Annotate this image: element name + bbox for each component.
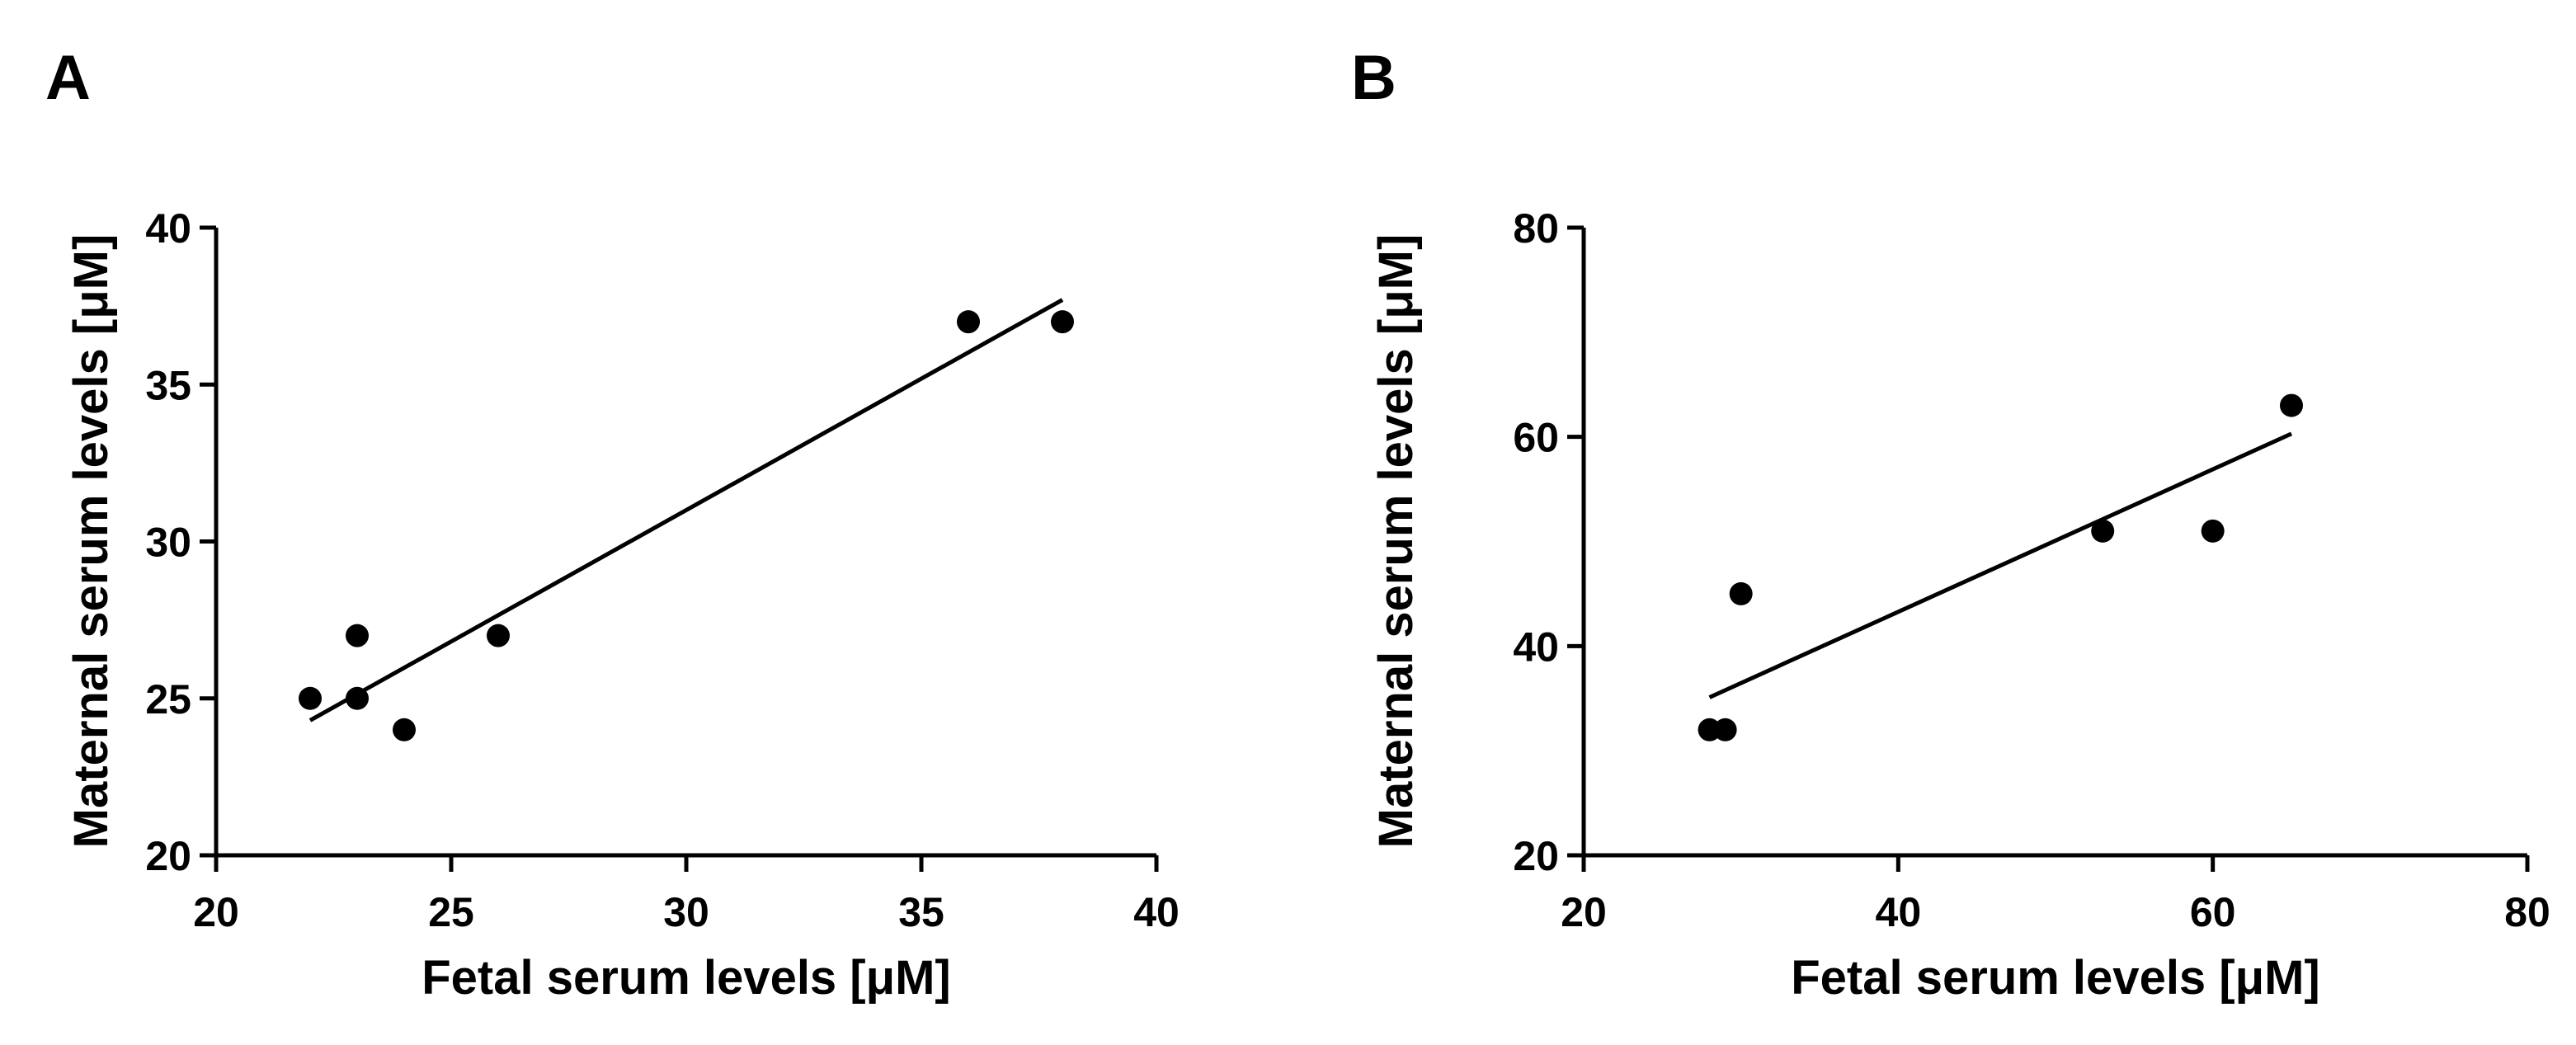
panel-a-x-tick-label: 40	[1133, 889, 1180, 935]
panel-a-y-tick-label: 40	[145, 205, 191, 252]
panel-a-points	[299, 310, 1074, 741]
panel-b-y-tick-label: 80	[1513, 205, 1559, 252]
panel-b-data-point	[2201, 519, 2225, 543]
panel-b-regression-line	[1708, 431, 2293, 699]
panel-a-x-tick-label: 30	[663, 889, 709, 935]
panel-b-data-point	[2091, 519, 2115, 543]
panel-b-y-tick-label: 20	[1513, 833, 1559, 879]
panel-b-y-tick-label: 40	[1513, 624, 1559, 670]
panel-b-data-point	[2280, 393, 2303, 417]
panel-a-data-point	[393, 718, 416, 741]
panel-a-y-tick-label: 25	[145, 676, 191, 723]
panel-a-data-point	[299, 686, 322, 710]
panel-a-x-axis-title: Fetal serum levels [μM]	[421, 951, 950, 1005]
panel-a-letter: A	[45, 43, 91, 113]
panel-a: A 20 25 30 35 40 20 25 30 35 40 Fetal serum level…	[45, 43, 1180, 1005]
panel-b-y-axis-title: Maternal serum levels [μM]	[1369, 234, 1423, 849]
panel-b-letter: B	[1351, 43, 1396, 113]
panel-b: B 20 40 60 80 20 40 60 80 Fetal serum levels [μ…	[1351, 43, 2550, 1005]
panel-b-data-point	[1729, 581, 1753, 605]
panel-b-axes: 20 40 60 80 20 40 60 80	[1513, 205, 2550, 935]
panel-a-x-tick-label: 25	[428, 889, 474, 935]
panel-b-y-tick-label: 60	[1513, 415, 1559, 461]
panel-a-y-tick-label: 35	[145, 362, 191, 408]
panel-b-x-tick-label: 40	[1876, 889, 1922, 935]
panel-a-data-point	[1051, 310, 1074, 334]
panel-a-y-tick-label: 30	[145, 520, 191, 566]
panel-a-regression-line	[308, 298, 1064, 723]
panel-b-fit	[1708, 431, 2293, 699]
panel-a-data-point	[346, 624, 369, 647]
panel-a-x-tick-label: 35	[898, 889, 944, 935]
panel-b-x-axis-title: Fetal serum levels [μM]	[1791, 951, 2319, 1005]
panel-a-y-tick-label: 20	[145, 833, 191, 879]
panel-b-x-tick-label: 60	[2190, 889, 2236, 935]
panel-a-axes: 20 25 30 35 40 20 25 30 35 40	[145, 205, 1179, 935]
panel-a-data-point	[487, 624, 510, 647]
panel-a-fit	[308, 298, 1064, 723]
panel-b-x-tick-label: 20	[1561, 889, 1607, 935]
panel-a-data-point	[957, 310, 980, 334]
panel-b-points	[1698, 393, 2303, 741]
panel-a-x-tick-label: 20	[193, 889, 239, 935]
panel-a-y-axis-title: Maternal serum levels [μM]	[64, 234, 118, 849]
panel-b-x-tick-label: 80	[2504, 889, 2550, 935]
panel-b-data-point	[1713, 718, 1737, 741]
panel-a-data-point	[346, 686, 369, 710]
